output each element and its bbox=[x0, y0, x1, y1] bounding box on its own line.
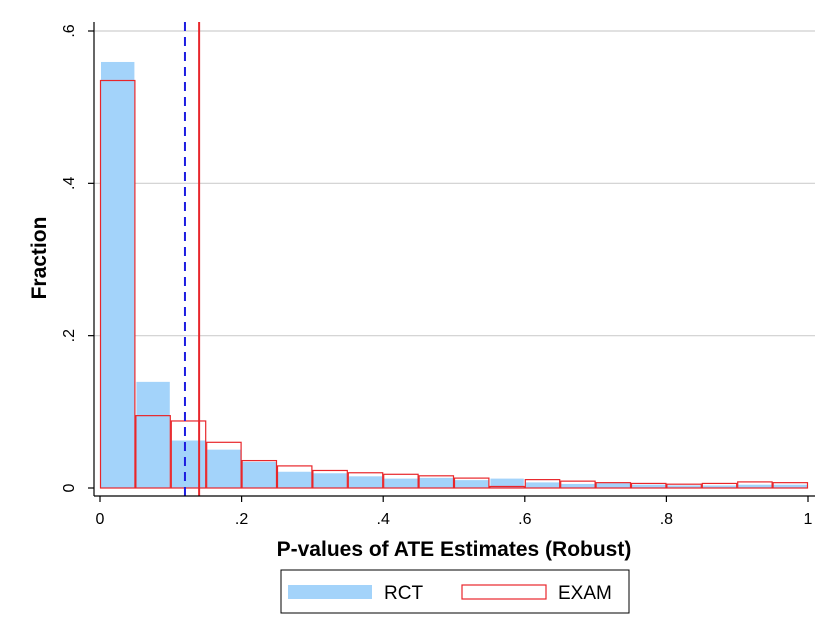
bar-rct-2 bbox=[170, 439, 207, 489]
bar-rct-3 bbox=[206, 448, 242, 489]
bar-exam-18 bbox=[737, 481, 773, 489]
x-axis-title: P-values of ATE Estimates (Robust) bbox=[277, 538, 632, 561]
axes-layer bbox=[93, 22, 815, 497]
legend-swatch-exam bbox=[461, 584, 547, 600]
x-tick-label-2: .4 bbox=[377, 511, 390, 528]
bar-exam-14 bbox=[595, 482, 632, 489]
bar-rct-12 bbox=[524, 481, 561, 489]
bar-exam-17 bbox=[701, 482, 738, 489]
x-tick-label-0: 0 bbox=[96, 511, 105, 528]
bar-exam-0 bbox=[99, 79, 136, 489]
y-tick-label-1: .2 bbox=[61, 329, 78, 342]
bar-rct-14 bbox=[595, 482, 631, 489]
bar-rct-5 bbox=[277, 470, 313, 489]
x-tick-label-1: .2 bbox=[235, 511, 248, 528]
bar-exam-19 bbox=[772, 482, 809, 489]
tick-labels: 0 .2 .4 .6 0 .2 .4 .6 .8 1 bbox=[61, 24, 813, 528]
bar-rct-7 bbox=[347, 475, 384, 489]
bar-exam-9 bbox=[418, 475, 455, 489]
exam-bars bbox=[99, 79, 809, 489]
bar-exam-3 bbox=[206, 441, 242, 489]
bar-exam-12 bbox=[524, 479, 561, 489]
bar-rct-8 bbox=[383, 477, 419, 489]
x-tick-label-4: .8 bbox=[660, 511, 673, 528]
bar-exam-8 bbox=[383, 473, 419, 489]
reference-lines bbox=[183, 22, 201, 496]
bar-exam-11 bbox=[489, 485, 525, 489]
y-tick-label-3: .6 bbox=[61, 24, 78, 37]
bar-exam-16 bbox=[666, 483, 702, 489]
legend-label-rct: RCT bbox=[384, 583, 423, 604]
bar-rct-13 bbox=[560, 482, 596, 489]
legend-label-exam: EXAM bbox=[558, 583, 612, 604]
bar-rct-4 bbox=[241, 460, 278, 489]
bar-rct-9 bbox=[418, 476, 455, 489]
y-tick-label-0: 0 bbox=[61, 483, 78, 492]
y-tick-label-2: .4 bbox=[61, 177, 78, 190]
bar-exam-15 bbox=[630, 482, 667, 489]
rct-bars bbox=[100, 60, 808, 489]
bar-exam-1 bbox=[135, 415, 171, 489]
bar-exam-2 bbox=[170, 420, 207, 489]
bar-exam-6 bbox=[312, 469, 348, 489]
bar-exam-10 bbox=[453, 477, 490, 489]
x-tick-label-3: .6 bbox=[518, 511, 531, 528]
bar-rct-6 bbox=[312, 472, 348, 489]
bar-rct-10 bbox=[454, 479, 490, 489]
bar-exam-7 bbox=[347, 472, 384, 489]
x-tick-label-5: 1 bbox=[804, 511, 813, 528]
y-axis-title: Fraction bbox=[28, 217, 51, 300]
bar-rct-1 bbox=[135, 380, 171, 489]
legend-swatch-rct bbox=[288, 585, 372, 599]
bar-rct-0 bbox=[100, 60, 136, 489]
legend: RCT EXAM bbox=[280, 569, 630, 614]
bar-exam-5 bbox=[276, 465, 313, 489]
bar-exam-13 bbox=[560, 480, 596, 489]
bar-exam-4 bbox=[241, 459, 278, 489]
grid-layer bbox=[94, 30, 815, 337]
